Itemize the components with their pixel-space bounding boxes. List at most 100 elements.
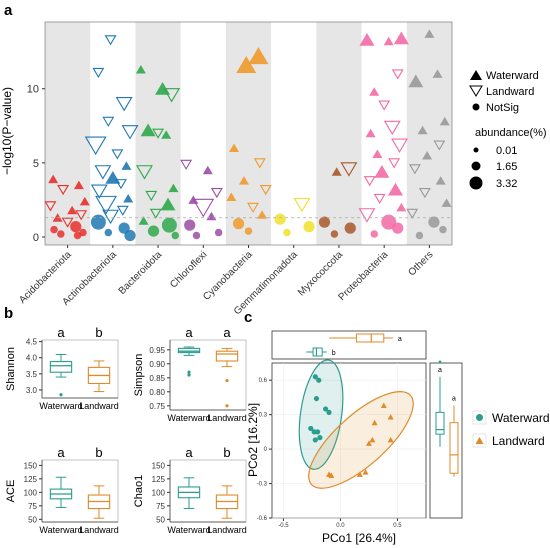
- data-point-notsig: [50, 225, 58, 234]
- waterward-point: [315, 429, 321, 435]
- pcoa-xlabel: PCo1 [26.4%]: [322, 531, 396, 545]
- data-point-notsig: [330, 230, 339, 238]
- box-outlier: [187, 370, 191, 374]
- panel-label-a: a: [4, 2, 13, 19]
- box-outlier: [225, 404, 229, 408]
- data-point-notsig: [283, 228, 291, 237]
- box-body: [215, 350, 239, 362]
- data-point-landward: [149, 208, 162, 219]
- data-point-waterward: [432, 69, 443, 78]
- data-point-landward: [92, 67, 105, 78]
- box-ylabel: Simpson: [133, 354, 145, 397]
- box-frame: [41, 459, 119, 523]
- waterward-point: [326, 409, 332, 415]
- data-point-landward: [192, 198, 215, 218]
- data-point-waterward: [331, 167, 342, 176]
- y-tick-label: 75: [28, 502, 37, 511]
- data-point-waterward: [393, 31, 409, 45]
- y-tick-label: 0.95: [149, 346, 165, 355]
- legend-size-mid-icon: [471, 161, 481, 171]
- pcoa-frame: [271, 362, 427, 519]
- data-point-notsig: [232, 218, 245, 230]
- x-tick-label: Landward: [79, 525, 119, 535]
- landward-point: [380, 402, 387, 408]
- x-tick-label: Bacteroidota: [117, 249, 165, 297]
- y-tick-label: 75: [156, 502, 165, 511]
- y-tick-label: 100: [24, 488, 38, 497]
- box-ylabel: ACE: [5, 480, 17, 503]
- y-tick-label: 0: [264, 447, 268, 453]
- data-point-notsig: [392, 222, 404, 234]
- x-tick-label: -0.5: [278, 523, 289, 529]
- data-point-landward: [180, 159, 193, 170]
- data-point-waterward: [121, 161, 132, 170]
- waterward-ellipse: [298, 359, 344, 470]
- data-point-notsig: [57, 230, 65, 238]
- data-point-notsig: [370, 230, 378, 238]
- y-tick-label: -0.6: [257, 516, 268, 522]
- marginal-box-body: [312, 347, 323, 357]
- x-tick-label: Waterward: [39, 401, 82, 411]
- landward-point: [356, 471, 363, 477]
- x-tick-label: 0.5: [393, 523, 402, 529]
- x-tick-label: Waterward: [167, 413, 210, 423]
- data-point-waterward: [229, 143, 240, 153]
- category-band: [316, 22, 362, 245]
- data-point-landward: [57, 185, 70, 196]
- data-point-landward: [388, 158, 401, 169]
- manhattan-plot: 0510AcidobacteriotaActinobacteriotaBacte…: [17, 21, 453, 317]
- y-tick-label: 0.85: [149, 374, 165, 383]
- significance-letter: b: [95, 325, 102, 340]
- x-tick-label: Waterward: [167, 525, 210, 535]
- data-point-waterward: [408, 74, 424, 88]
- data-point-landward: [210, 187, 223, 199]
- y-tick-label: -0.3: [257, 482, 268, 488]
- pcoa-legend-landward-icon: [475, 437, 484, 444]
- data-point-waterward: [441, 198, 452, 207]
- data-point-landward: [363, 176, 376, 187]
- simpson-boxplot: 0.95 0.90 0.85 0.80 0.75 Simpson a Waterward a La…: [133, 325, 247, 423]
- data-point-landward: [116, 205, 129, 216]
- legend-size-small-icon: [473, 147, 479, 153]
- data-point-landward: [102, 209, 120, 225]
- panel-label-b: b: [4, 305, 13, 322]
- legend-size-title: abundance(%): [475, 127, 547, 139]
- manhattan-legend: Waterward Landward NotSig abundance(%) 0…: [469, 70, 547, 190]
- waterward-point: [313, 395, 320, 402]
- landward-point: [362, 469, 369, 475]
- data-point-waterward: [48, 174, 59, 184]
- data-point-waterward: [359, 33, 375, 46]
- significance-letter: a: [223, 325, 231, 340]
- x-tick-label: Myxococcota: [296, 249, 345, 298]
- data-point-notsig: [214, 228, 223, 237]
- data-point-landward: [383, 120, 401, 136]
- data-point-waterward: [105, 170, 121, 184]
- data-point-landward: [259, 185, 272, 196]
- landward-point: [387, 413, 394, 420]
- data-point-waterward: [396, 202, 407, 212]
- waterward-point: [316, 377, 322, 383]
- data-point-waterward: [236, 56, 257, 73]
- y-tick-label: 3.5: [26, 370, 38, 379]
- data-point-landward: [340, 162, 358, 177]
- data-point-notsig: [104, 228, 113, 237]
- data-point-waterward: [206, 211, 217, 221]
- data-point-waterward: [424, 29, 435, 38]
- data-point-waterward: [138, 216, 149, 225]
- data-point-waterward: [365, 128, 376, 138]
- data-point-notsig: [124, 229, 136, 242]
- legend-notsig-label: NotSig: [486, 102, 519, 114]
- box-frame: [169, 459, 247, 523]
- data-point-landward: [75, 210, 88, 221]
- y-tick-label: 125: [24, 475, 38, 484]
- data-point-landward: [391, 69, 404, 80]
- category-band: [45, 22, 91, 245]
- data-point-notsig: [73, 231, 82, 240]
- pcoa-legend-waterward-icon: [476, 414, 483, 421]
- significance-letter: b: [95, 445, 102, 460]
- data-point-waterward: [161, 130, 172, 139]
- significance-letter: a: [398, 336, 402, 343]
- data-point-waterward: [248, 47, 269, 65]
- y-tick-label: 150: [152, 461, 166, 470]
- ace-boxplot: 150 125 100 75 50 ACE a Waterward b Landward: [5, 445, 119, 535]
